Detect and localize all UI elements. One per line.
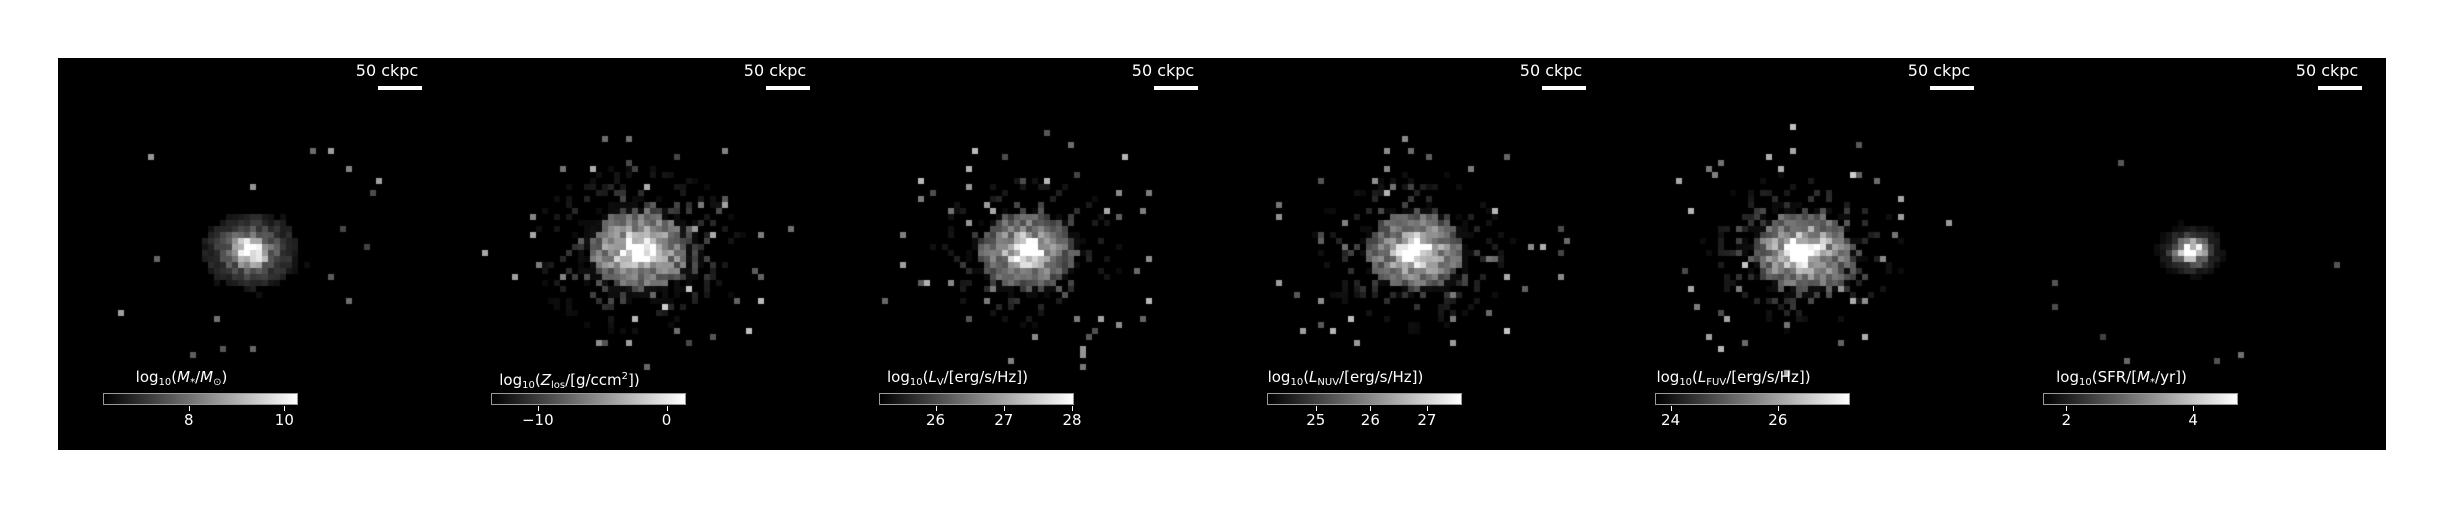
- panel-star-formation-rate: 50 ckpc log10(SFR/[M*/yr]) 2 4: [1998, 58, 2386, 450]
- colorbar-title: log10(M*/M⊙): [135, 368, 228, 388]
- colorbar-tick: [188, 406, 190, 411]
- colorbar-tick-label: 26: [1360, 411, 1380, 429]
- scale-label: 50 ckpc: [355, 61, 419, 80]
- colorbar-tick-label: 10: [274, 411, 294, 429]
- scale-bar: [378, 86, 422, 90]
- colorbar-tick: [1426, 406, 1428, 411]
- colorbar-tick-label: −10: [521, 411, 554, 429]
- metallicity-map: [446, 58, 834, 450]
- colorbar-tick-label: 24: [1661, 411, 1681, 429]
- colorbar-tick: [1072, 406, 1074, 411]
- scale-label: 50 ckpc: [1519, 61, 1583, 80]
- colorbar-tick: [284, 406, 286, 411]
- panel-metallicity: 50 ckpc log10(Zlos/[g/ccm2]) −10 0: [446, 58, 834, 450]
- colorbar-tick: [1670, 406, 1672, 411]
- colorbar: [879, 393, 1074, 405]
- colorbar: [1655, 393, 1850, 405]
- colorbar-tick: [1777, 406, 1779, 411]
- luminosity-fuv-map: [1610, 58, 1998, 450]
- galaxy-map-strip: 50 ckpc log10(M*/M⊙) 8 10 50 ckpc log10(Z…: [58, 58, 2386, 450]
- scale-label: 50 ckpc: [2295, 61, 2359, 80]
- colorbar-tick-label: 0: [661, 411, 672, 429]
- colorbar-tick: [666, 406, 668, 411]
- colorbar-tick-label: 2: [2061, 411, 2072, 429]
- colorbar-tick-label: 27: [994, 411, 1014, 429]
- colorbar-tick-label: 4: [2188, 411, 2198, 429]
- luminosity-nuv-map: [1222, 58, 1610, 450]
- scale-bar: [1542, 86, 1586, 90]
- colorbar-title: log10(Zlos/[g/ccm2]): [499, 371, 640, 391]
- colorbar-tick: [2066, 406, 2068, 411]
- scale-label: 50 ckpc: [743, 61, 807, 80]
- panel-luminosity-v: 50 ckpc log10(LV/[erg/s/Hz]) 26 27 28: [834, 58, 1222, 450]
- star-formation-rate-map: [1998, 58, 2386, 450]
- colorbar: [103, 393, 298, 405]
- colorbar-tick-label: 25: [1306, 411, 1326, 429]
- colorbar-tick: [1315, 406, 1317, 411]
- colorbar-tick-label: 26: [926, 411, 946, 429]
- scale-bar: [766, 86, 810, 90]
- colorbar-title: log10(LV/[erg/s/Hz]): [886, 368, 1029, 388]
- colorbar-tick: [935, 406, 937, 411]
- colorbar-tick-label: 27: [1417, 411, 1437, 429]
- colorbar-title: log10(LFUV/[erg/s/Hz]): [1656, 368, 1811, 388]
- panel-luminosity-nuv: 50 ckpc log10(LNUV/[erg/s/Hz]) 25 26 27: [1222, 58, 1610, 450]
- stellar-mass-map: [58, 58, 446, 450]
- luminosity-v-map: [834, 58, 1222, 450]
- panel-luminosity-fuv: 50 ckpc log10(LFUV/[erg/s/Hz]) 24 26: [1610, 58, 1998, 450]
- colorbar-title: log10(SFR/[M*/yr]): [2056, 368, 2187, 388]
- colorbar: [491, 393, 686, 405]
- panel-stellar-mass: 50 ckpc log10(M*/M⊙) 8 10: [58, 58, 446, 450]
- scale-bar: [1930, 86, 1974, 90]
- scale-bar: [1154, 86, 1198, 90]
- colorbar: [2043, 393, 2238, 405]
- colorbar-tick-label: 8: [184, 411, 194, 429]
- colorbar-title: log10(LNUV/[erg/s/Hz]): [1267, 368, 1424, 388]
- colorbar: [1267, 393, 1462, 405]
- colorbar-tick: [1370, 406, 1372, 411]
- colorbar-tick: [537, 406, 539, 411]
- colorbar-tick-label: 28: [1062, 411, 1082, 429]
- colorbar-tick: [2193, 406, 2195, 411]
- colorbar-tick-label: 26: [1768, 411, 1788, 429]
- scale-label: 50 ckpc: [1131, 61, 1195, 80]
- scale-bar: [2318, 86, 2362, 90]
- colorbar-tick: [1003, 406, 1005, 411]
- scale-label: 50 ckpc: [1907, 61, 1971, 80]
